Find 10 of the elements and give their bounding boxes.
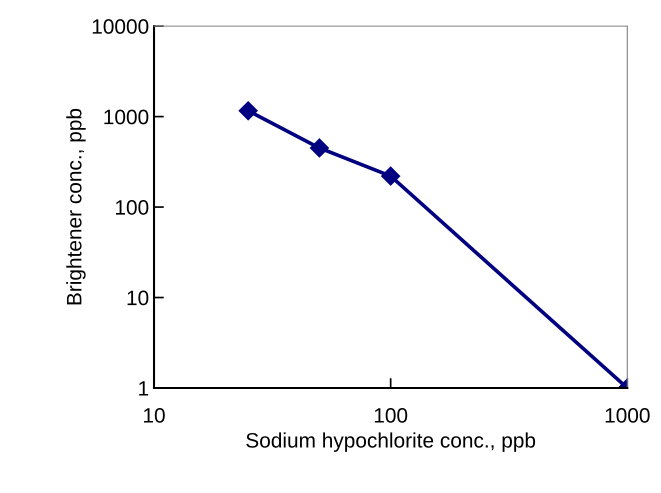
y-tick-label: 10 — [128, 290, 148, 306]
x-tick-label: 100 — [374, 408, 408, 423]
y-axis-title: Brightener conc., ppb — [66, 108, 86, 304]
x-tick-label: 1000 — [606, 408, 650, 423]
y-tick-label: 1 — [139, 381, 148, 396]
x-tick-label: 10 — [144, 408, 165, 423]
y-tick-label: 1000 — [104, 110, 148, 124]
y-tick-label: 10000 — [92, 19, 148, 34]
y-tick-label: 100 — [116, 200, 148, 215]
x-axis-title: Sodium hypochlorite conc., ppb — [246, 432, 536, 452]
